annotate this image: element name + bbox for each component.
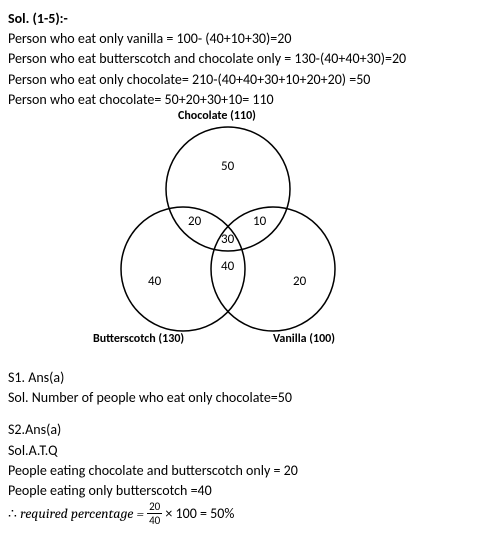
calc-line-3: Person who eat only chocolate= 210-(40+4…: [8, 71, 492, 89]
s1-ans: S1. Ans(a): [8, 369, 492, 387]
s2-line2: People eating only butterscotch =40: [8, 482, 492, 500]
venn-top-label: Chocolate (110): [178, 109, 256, 123]
venn-region-top-right: 10: [253, 214, 266, 229]
fraction-den: 40: [147, 514, 162, 526]
s2-line1: People eating chocolate and butterscotch…: [8, 462, 492, 480]
calc-line-2: Person who eat butterscotch and chocolat…: [8, 50, 492, 68]
venn-region-top-only: 50: [221, 159, 234, 174]
s1-sol: Sol. Number of people who eat only choco…: [8, 389, 492, 407]
calc-line-4: Person who eat chocolate= 50+20+30+10= 1…: [8, 91, 492, 109]
s2-ans: S2.Ans(a): [8, 421, 492, 439]
therefore-symbol: ∴: [8, 505, 17, 522]
calc-line-1: Person who eat only vanilla = 100- (40+1…: [8, 30, 492, 48]
venn-right-label: Vanilla (100): [273, 332, 335, 346]
venn-svg: [68, 114, 388, 344]
venn-diagram: Chocolate (110) 50 20 10 30 40 40 20 But…: [68, 114, 388, 364]
venn-left-label: Butterscotch (130): [93, 332, 184, 346]
s2-atq: Sol.A.T.Q: [8, 442, 492, 460]
venn-region-left-only: 40: [148, 274, 161, 289]
fraction: 20 40: [147, 501, 162, 526]
solution-header: Sol. (1-5):-: [8, 10, 492, 28]
fraction-num: 20: [147, 501, 162, 514]
venn-region-center: 30: [221, 232, 234, 247]
venn-region-left-right: 40: [221, 259, 234, 274]
venn-region-right-only: 20: [293, 274, 306, 289]
percentage-tail: × 100 = 50%: [165, 505, 234, 522]
required-percentage-text: required percentage =: [20, 505, 144, 522]
venn-region-top-left: 20: [188, 214, 201, 229]
